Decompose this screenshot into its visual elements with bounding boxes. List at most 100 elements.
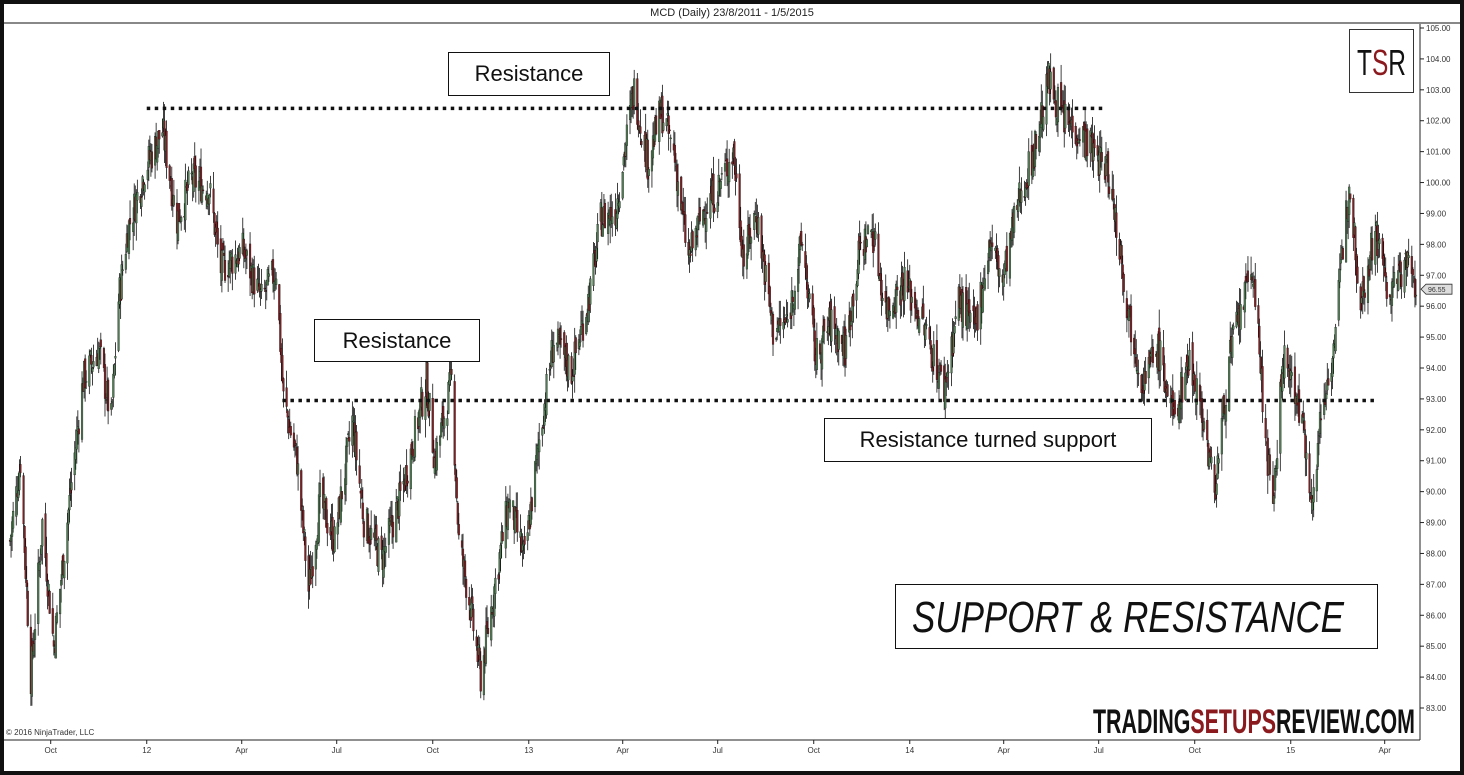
candle xyxy=(1203,421,1206,430)
candle xyxy=(733,141,736,166)
x-tick-label: 13 xyxy=(524,746,533,755)
candle xyxy=(618,201,621,209)
tsr-logo: TSR xyxy=(1349,29,1414,93)
candle xyxy=(485,621,489,629)
candle xyxy=(738,173,741,229)
price-chart[interactable]: 105.00 104.00 103.00 102.00 101.00 100.00 99.0… xyxy=(4,4,1460,771)
candle xyxy=(928,327,931,340)
candle xyxy=(285,387,288,407)
candle xyxy=(60,580,63,586)
candle xyxy=(1272,495,1276,504)
candle xyxy=(574,337,577,354)
candle xyxy=(1327,378,1330,386)
y-tick-label: 101.00 xyxy=(1426,148,1451,157)
candle xyxy=(884,291,887,303)
y-tick-label: 99.00 xyxy=(1426,209,1447,218)
candle xyxy=(187,170,190,185)
candle xyxy=(595,247,598,262)
candle xyxy=(1317,435,1320,438)
candle xyxy=(234,254,237,274)
candle xyxy=(435,442,438,471)
x-tick-label: Jul xyxy=(332,746,342,755)
candle xyxy=(91,367,94,372)
candle xyxy=(785,314,788,317)
candle xyxy=(267,273,270,277)
candle xyxy=(1052,67,1055,100)
candle xyxy=(491,612,494,615)
candle xyxy=(768,286,771,308)
candle xyxy=(895,283,898,313)
candle xyxy=(12,510,15,529)
candle xyxy=(63,561,66,579)
candle xyxy=(294,443,298,445)
candle xyxy=(821,338,824,370)
candle xyxy=(850,321,853,326)
watermark-part2: SETUPS xyxy=(1190,703,1276,739)
candle xyxy=(1378,238,1381,244)
candle xyxy=(636,78,639,125)
y-tick-label: 89.00 xyxy=(1426,519,1447,528)
candle xyxy=(245,250,248,256)
candle xyxy=(552,345,555,363)
candle xyxy=(572,375,575,377)
candle xyxy=(478,647,481,661)
watermark-svg: TRADINGSETUPSREVIEW.COM xyxy=(1093,703,1415,739)
candle xyxy=(793,290,796,310)
candle xyxy=(806,281,809,299)
candle xyxy=(749,227,752,244)
candle xyxy=(282,378,285,392)
candle xyxy=(112,373,115,398)
candle xyxy=(508,499,512,513)
candle xyxy=(1286,347,1289,369)
candle xyxy=(764,265,767,282)
candle xyxy=(1166,384,1169,397)
candle xyxy=(1411,268,1414,276)
candle xyxy=(1096,145,1099,156)
candle xyxy=(362,521,365,538)
candle xyxy=(543,403,546,426)
candle xyxy=(616,198,619,219)
candle xyxy=(59,588,62,615)
candle xyxy=(197,180,200,191)
candle xyxy=(601,224,604,237)
candle xyxy=(815,338,818,371)
candle xyxy=(40,545,43,555)
candle xyxy=(1137,372,1140,375)
candle xyxy=(1239,304,1242,330)
candle xyxy=(1308,453,1311,494)
candle xyxy=(468,597,471,606)
candle xyxy=(99,339,102,348)
candle xyxy=(589,278,592,305)
candle xyxy=(805,263,808,279)
candle xyxy=(1407,255,1410,259)
candle xyxy=(479,660,482,692)
candle xyxy=(1231,336,1234,358)
candle xyxy=(909,280,912,311)
candle xyxy=(560,338,563,340)
candle xyxy=(791,296,794,303)
y-axis: 105.00 104.00 103.00 102.00 101.00 100.00 99.0… xyxy=(1419,24,1453,740)
candle xyxy=(375,524,378,541)
candle xyxy=(358,465,361,484)
candle xyxy=(786,319,789,323)
candle xyxy=(880,279,883,301)
candle xyxy=(150,151,154,169)
candle xyxy=(15,486,18,517)
candle xyxy=(742,244,745,267)
candle xyxy=(201,185,204,203)
candle xyxy=(530,497,533,512)
candle xyxy=(1224,404,1228,422)
candle xyxy=(331,517,334,551)
candle xyxy=(1374,231,1377,265)
candle xyxy=(453,381,456,466)
candles xyxy=(8,53,1418,706)
candle xyxy=(827,326,830,334)
candle xyxy=(395,502,398,543)
candle xyxy=(475,636,478,647)
candle xyxy=(1339,258,1342,264)
candle xyxy=(455,477,458,499)
candle xyxy=(633,78,636,106)
candle xyxy=(297,463,300,475)
candle xyxy=(258,283,261,293)
candle xyxy=(1279,381,1282,454)
